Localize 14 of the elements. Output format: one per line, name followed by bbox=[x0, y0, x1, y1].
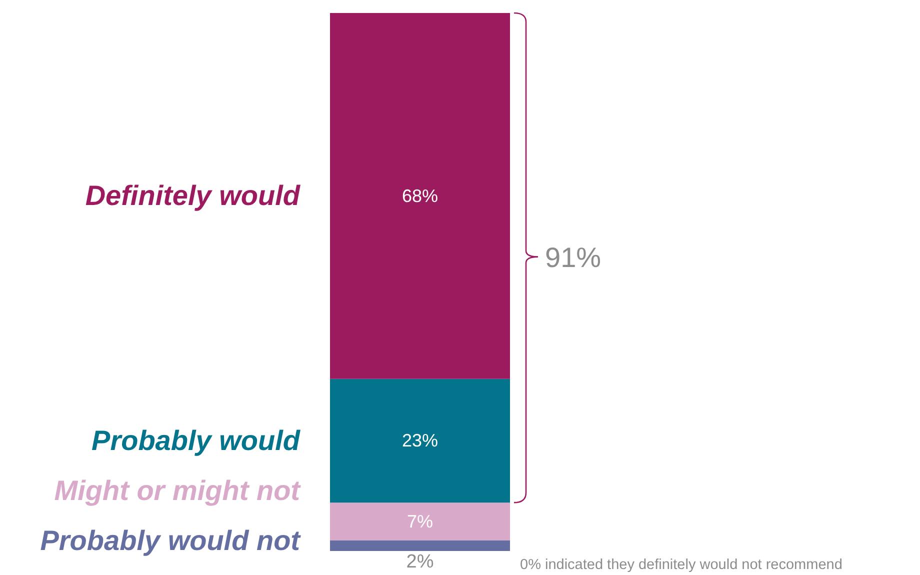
bar bbox=[330, 502, 510, 540]
bar bbox=[330, 378, 510, 503]
data-label: 23% bbox=[402, 430, 438, 451]
series-label: Might or might not bbox=[54, 475, 300, 507]
data-label: 7% bbox=[406, 511, 434, 532]
series-label: Probably would bbox=[92, 424, 300, 457]
bar bbox=[330, 540, 510, 551]
series-label: Definitely would bbox=[85, 180, 300, 212]
series-label: Probably would not bbox=[40, 525, 300, 557]
data-label: 68% bbox=[402, 186, 438, 206]
data-label: 2% bbox=[406, 552, 434, 572]
bar bbox=[330, 13, 510, 379]
text: 91% bbox=[545, 242, 602, 274]
text: 0% indicated they definitely would not recommend bbox=[520, 557, 842, 573]
